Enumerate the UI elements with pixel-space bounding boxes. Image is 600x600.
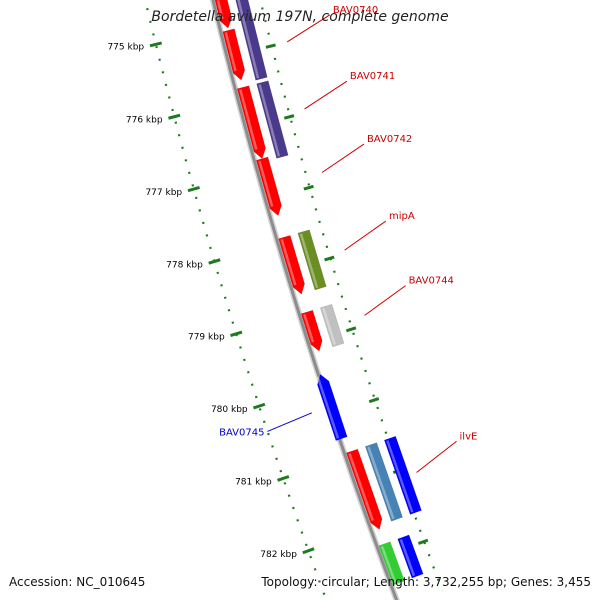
scale-tick-label: 782 kbp: [260, 550, 297, 560]
gene-label-leader: [416, 440, 457, 473]
scale-layer: 775 kbp 776 kbp 777 kbp 778 kbp 779 kbp 780 k…: [107, 0, 444, 600]
feature-layer: [235, 0, 424, 586]
feature-block-highlight: [386, 440, 414, 513]
gene-label-leader: [364, 285, 406, 316]
feature-block-body: [383, 435, 422, 515]
map-title: Bordetella avium 197N, complete genome: [151, 9, 449, 25]
gene-arrow-body: [255, 156, 282, 217]
gene-arrow-highlight: [258, 160, 274, 207]
gene-arrow: [214, 0, 233, 29]
feature-block: [319, 303, 345, 348]
feature-block-body: [319, 303, 345, 348]
gene-label: BAV0745: [219, 427, 264, 438]
scale-tick-label: 779 kbp: [188, 333, 225, 343]
guide-tick: [283, 114, 295, 120]
feature-block: [235, 0, 268, 81]
gene-arrow-body: [236, 85, 266, 160]
feature-block-body: [378, 541, 405, 586]
scale-tick: [302, 547, 315, 555]
gene-label-leader: [304, 80, 348, 110]
gene-label: mipA: [389, 211, 415, 222]
guide-tick: [345, 326, 357, 333]
gene-label: BAV0742: [367, 134, 412, 145]
gene-label: ilvE: [460, 431, 478, 442]
feature-block: [397, 534, 424, 579]
feature-block: [297, 229, 327, 291]
gene-arrow: [236, 85, 266, 160]
outer-dotted-guide: [259, 0, 444, 592]
feature-block-body: [397, 534, 424, 579]
gene-label-leader: [286, 14, 331, 43]
feature-block-highlight: [237, 0, 260, 79]
feature-block-body: [235, 0, 268, 81]
gene-label: BAV0740: [333, 5, 378, 16]
feature-block-highlight: [322, 308, 336, 345]
gene-label: BAV0741: [350, 71, 395, 82]
scale-tick-label: 776 kbp: [126, 115, 163, 125]
gene-arrow: [346, 448, 383, 531]
gene-arrow-highlight: [316, 376, 340, 439]
scale-tick-label: 780 kbp: [211, 405, 248, 415]
gene-arrow-body: [222, 28, 246, 81]
feature-block-body: [297, 229, 327, 291]
gene-arrow-body: [317, 373, 348, 441]
scale-tick: [208, 258, 221, 265]
guide-tick: [324, 255, 335, 262]
scale-tick-label: 781 kbp: [235, 478, 272, 488]
guide-tick: [265, 43, 276, 49]
feature-block-body: [256, 80, 289, 159]
gene-arrow: [300, 309, 323, 352]
gene-arrow: [278, 235, 305, 295]
feature-block: [383, 435, 422, 515]
genome-stats-text: Topology: circular; Length: 3,732,255 bp…: [261, 575, 591, 589]
feature-block: [378, 541, 405, 586]
feature-block: [364, 442, 403, 522]
accession-text: Accession: NC_010645: [9, 575, 146, 589]
gene-label: BAV0744: [409, 276, 454, 287]
gene-arrow-highlight: [303, 313, 315, 343]
guide-tick: [417, 538, 429, 545]
scale-tick: [277, 475, 290, 482]
feature-block-highlight: [367, 446, 395, 520]
gene-label-leader: [267, 412, 313, 432]
feature-block-body: [364, 442, 403, 522]
gene-arrow: [255, 156, 282, 217]
label-layer: BAV0740 BAV0741 BAV0742 mipA BAV0744 ilvE BAV0…: [219, 5, 477, 473]
scale-tick-label: 778 kbp: [166, 260, 203, 270]
feature-block-highlight: [299, 233, 319, 289]
feature-block: [256, 80, 289, 159]
backbone-line: [211, 0, 399, 600]
scale-tick-label: 777 kbp: [145, 188, 182, 198]
gene-arrow-body: [346, 448, 383, 531]
gene-arrow-highlight: [348, 453, 374, 521]
scale-tick: [149, 41, 163, 48]
feature-block-highlight: [258, 84, 281, 157]
backbone-layer: [209, 0, 400, 600]
feature-block-highlight: [399, 539, 416, 577]
scale-tick: [252, 402, 266, 410]
gene-layer: [214, 0, 383, 531]
gene-arrow-highlight: [216, 0, 224, 20]
gene-arrow-highlight: [280, 239, 297, 286]
gene-arrow-highlight: [239, 89, 258, 150]
gene-arrow-body: [278, 235, 305, 295]
gene-arrow-body: [300, 309, 323, 352]
gene-arrow: [316, 373, 348, 441]
scale-tick: [168, 113, 181, 120]
scale-tick: [230, 330, 243, 337]
gene-arrow-highlight: [224, 32, 237, 72]
gene-arrow-body: [214, 0, 233, 29]
feature-block-highlight: [380, 545, 397, 584]
gene-label-leader: [344, 220, 387, 251]
scale-tick: [187, 186, 200, 193]
guide-tick: [368, 397, 380, 404]
gene-label-leader: [321, 143, 365, 173]
scale-tick-label: 775 kbp: [107, 43, 144, 53]
guide-tick: [303, 184, 314, 191]
gene-arrow: [222, 28, 246, 81]
